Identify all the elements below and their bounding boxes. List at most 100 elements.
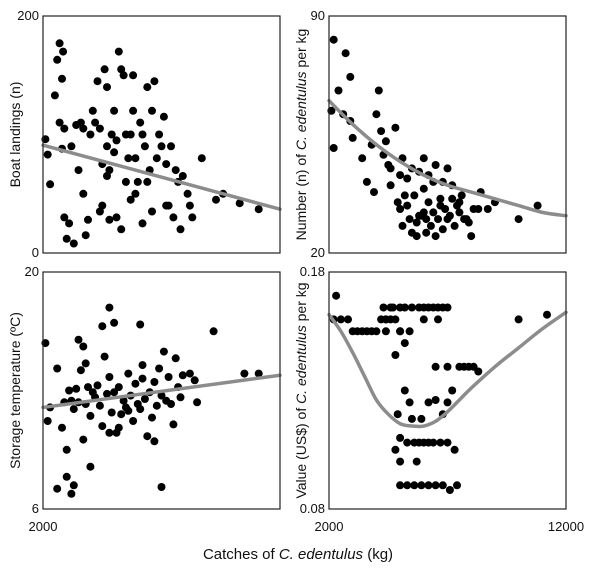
panel-3-point-78 xyxy=(88,388,97,397)
panel-3-point-43 xyxy=(152,401,161,410)
panel-4-point-64 xyxy=(424,398,433,407)
panel-3-point-3 xyxy=(53,364,62,373)
panel-3-point-66 xyxy=(62,472,71,481)
panel-4-point-58 xyxy=(453,481,461,490)
panel-1-point-25 xyxy=(93,77,102,86)
panel-2-point-45 xyxy=(448,194,457,203)
panel-3-point-77 xyxy=(124,406,133,415)
panel-4-point-70 xyxy=(407,414,416,423)
panel-1-point-19 xyxy=(79,124,88,133)
panel-2-point-4 xyxy=(334,86,343,95)
panel-1-point-6 xyxy=(58,74,66,83)
panel-3-point-7 xyxy=(65,386,74,395)
panel-1-point-58 xyxy=(155,130,164,139)
panel-4-point-32 xyxy=(405,398,414,407)
panel-3-point-54 xyxy=(178,371,187,380)
panel-3-point-75 xyxy=(79,342,88,351)
panel-1-point-73 xyxy=(212,195,220,204)
panel-1-point-84 xyxy=(126,195,135,204)
panel-1-ytick-max: 200 xyxy=(17,8,39,23)
panel-3-point-67 xyxy=(105,303,114,312)
panel-3-point-42 xyxy=(150,378,159,386)
panel-2-point-59 xyxy=(514,215,523,224)
panel-1-point-45 xyxy=(129,106,138,115)
panel-1-point-56 xyxy=(150,77,159,86)
panel-1-point-79 xyxy=(117,225,126,234)
panel-1-point-7 xyxy=(59,47,68,56)
panel-2-point-18 xyxy=(391,123,400,132)
panel-2-point-29 xyxy=(412,218,421,227)
panel-1-frame xyxy=(42,15,281,254)
panel-4-point-17 xyxy=(400,303,409,312)
panel-2-point-0 xyxy=(329,35,338,44)
panel-1-point-76 xyxy=(254,205,263,214)
panel-1-point-35 xyxy=(112,136,121,145)
panel-3-point-48 xyxy=(164,373,173,381)
panel-4-point-63 xyxy=(434,315,442,324)
panel-3-point-25 xyxy=(110,388,119,397)
panel-1-point-5 xyxy=(55,39,64,48)
panel-2-point-62 xyxy=(419,154,428,163)
panel-4-point-19 xyxy=(407,303,416,312)
panel-1-point-75 xyxy=(235,199,244,208)
panel-3-y-axis-label: Storage temperature (ºC) xyxy=(7,312,23,469)
panel-4-point-62 xyxy=(419,315,428,324)
panel-1-point-48 xyxy=(133,177,142,186)
panel-1-point-60 xyxy=(159,112,168,121)
panel-1-point-20 xyxy=(81,231,90,240)
x-axis-label-unit: (kg) xyxy=(363,546,394,563)
panel-3-point-9 xyxy=(69,405,78,414)
panel-4-point-50 xyxy=(396,481,405,490)
panel-2-frame xyxy=(328,15,567,254)
panel-3-point-50 xyxy=(169,420,178,429)
panel-2-point-46 xyxy=(450,221,459,230)
panel-4-point-35 xyxy=(448,386,457,395)
panel-4-point-31 xyxy=(393,410,402,419)
panel-1-point-52 xyxy=(143,83,152,92)
panel-1-point-29 xyxy=(103,83,111,92)
panel-4-point-30 xyxy=(400,386,409,395)
panel-2-point-13 xyxy=(377,127,386,136)
panel-3-point-76 xyxy=(138,374,147,383)
panel-3-point-68 xyxy=(53,484,62,493)
panel-4-frame xyxy=(328,271,567,510)
panel-1-point-51 xyxy=(140,142,149,151)
panel-2-point-71 xyxy=(455,198,464,207)
panel-2-point-35 xyxy=(424,198,433,207)
panel-2-point-57 xyxy=(483,205,492,213)
panel-2-point-64 xyxy=(443,164,452,173)
panel-1-point-18 xyxy=(76,118,85,127)
panel-3-point-21 xyxy=(100,352,109,361)
panel-3-point-38 xyxy=(140,395,149,403)
panel-3-point-72 xyxy=(157,483,166,491)
panel-3-point-33 xyxy=(129,417,138,425)
panel-4-point-0 xyxy=(332,291,341,300)
panel-1-point-34 xyxy=(110,106,119,115)
panel-2-point-1 xyxy=(341,49,350,58)
panel-3-point-27 xyxy=(114,383,123,392)
panel-1-point-26 xyxy=(95,124,104,133)
x-axis-label-species: C. edentulus xyxy=(278,546,364,563)
panel-1-point-41 xyxy=(121,177,130,186)
panel-4-point-75 xyxy=(389,303,397,312)
panel-2-point-17 xyxy=(386,181,395,190)
panel-2-point-36 xyxy=(426,221,435,230)
panel-2-y-axis-label-part-0: Number (n) of xyxy=(293,150,309,240)
panel-1: 0 200 Boat landings (n) xyxy=(7,8,282,260)
panel-3-point-6 xyxy=(62,445,71,454)
panel-1-point-14 xyxy=(67,142,76,151)
panel-3-point-55 xyxy=(185,369,194,378)
panel-4: 0.08 0.18 2000 12000 Value (US$) of C. edent… xyxy=(293,264,584,534)
panel-4-point-69 xyxy=(403,438,412,447)
panel-3-point-51 xyxy=(171,354,180,363)
panel-1-point-8 xyxy=(60,124,69,133)
panel-1-point-10 xyxy=(55,118,64,127)
panel-3-point-13 xyxy=(79,435,88,444)
panel-3-point-37 xyxy=(138,361,147,370)
panel-1-point-1 xyxy=(43,150,52,159)
panel-3-point-64 xyxy=(136,320,145,329)
panel-2-point-25 xyxy=(403,201,412,210)
panel-1-point-65 xyxy=(171,166,180,175)
panel-2-point-48 xyxy=(455,208,464,217)
panel-1-point-30 xyxy=(103,142,111,151)
